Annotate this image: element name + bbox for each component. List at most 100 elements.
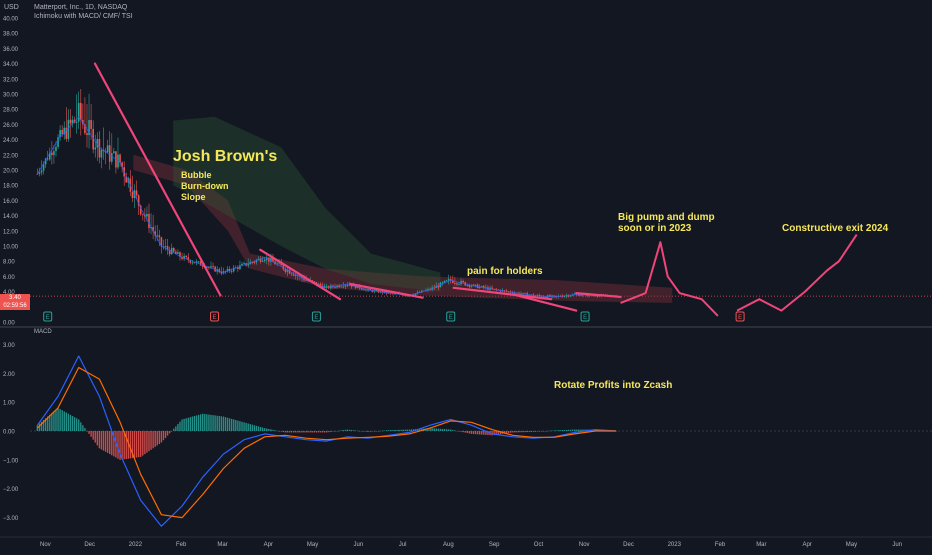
price-axis-tick: 32.00: [3, 77, 19, 83]
candle-body: [456, 283, 458, 285]
macd-histogram-bar: [553, 430, 555, 431]
macd-histogram-bar: [226, 417, 229, 431]
macd-histogram-bar: [392, 430, 394, 431]
candle-body: [48, 152, 51, 160]
macd-histogram-bar: [84, 428, 86, 431]
macd-histogram-bar: [297, 431, 299, 433]
macd-histogram-bar: [150, 431, 152, 450]
candle-body: [369, 288, 371, 290]
macd-histogram-bar: [133, 431, 136, 458]
candle-body: [441, 282, 444, 284]
macd-histogram-bar: [243, 422, 245, 431]
macd-histogram-bar: [199, 414, 202, 431]
candle-body: [528, 294, 531, 296]
candle-body: [321, 285, 324, 289]
candle-body: [348, 284, 351, 286]
macd-axis-tick: 0.00: [3, 430, 15, 436]
macd-histogram-bar: [261, 427, 264, 431]
burn-down-slope-3: [349, 282, 424, 299]
earnings-event-marker: [311, 311, 321, 322]
candles-group: [36, 88, 617, 300]
candle-body: [361, 288, 363, 290]
macd-histogram-bar: [109, 431, 111, 455]
candle-body: [350, 284, 353, 287]
time-axis-tick: Jun: [892, 542, 902, 548]
price-axis-tick: 14.00: [3, 214, 19, 220]
candle-body: [88, 119, 90, 136]
macd-histogram-bar: [301, 431, 303, 433]
macd-histogram-bar: [241, 421, 243, 431]
candle-body: [206, 267, 208, 269]
macd-histogram-bar: [111, 431, 113, 456]
price-axis-tick: 26.00: [3, 123, 19, 129]
candle-body: [468, 284, 471, 287]
macd-histogram-bar: [574, 429, 576, 431]
macd-histogram-bar: [344, 429, 347, 431]
macd-histogram-bar: [512, 431, 514, 433]
macd-histogram-bar: [582, 429, 584, 431]
macd-histogram-bar: [503, 431, 506, 434]
candle-body: [241, 264, 243, 266]
indicator-list: Ichimoku with MACD/ CMF/ TSI: [34, 13, 133, 20]
candle-body: [98, 138, 101, 158]
time-axis-tick: Dec: [84, 542, 95, 548]
candle-body: [55, 146, 57, 152]
candle-body: [46, 158, 49, 160]
macd-histogram-bar: [363, 431, 365, 432]
candle-body: [596, 296, 599, 297]
macd-histogram-bar: [563, 429, 566, 431]
macd-histogram-bar: [497, 431, 499, 435]
macd-histogram-bar: [206, 414, 208, 431]
candle-body: [292, 274, 295, 276]
macd-histogram-bar: [443, 429, 446, 431]
macd-histogram-bar: [288, 431, 291, 433]
candle-body: [491, 287, 493, 289]
macd-histogram-bar: [456, 430, 458, 432]
macd-histogram-bar: [532, 431, 535, 432]
time-axis-tick: May: [307, 542, 318, 548]
macd-histogram-bar: [458, 431, 460, 432]
annotation-pain-for-holders: pain for holders: [467, 266, 543, 277]
macd-histogram-bar: [565, 429, 568, 431]
macd-histogram-bar: [222, 416, 225, 431]
macd-histogram-bar: [398, 429, 400, 431]
macd-axis-tick: −2.00: [3, 487, 19, 493]
candle-body: [57, 137, 59, 147]
macd-histogram-bar: [309, 431, 311, 433]
candle-body: [253, 262, 256, 263]
macd-histogram-bar: [526, 431, 528, 433]
annotation-burn-down: Burn-down: [181, 181, 229, 191]
macd-histogram-bar: [239, 421, 241, 431]
macd-histogram-bar: [264, 428, 266, 431]
candle-body: [146, 213, 148, 217]
macd-histogram-bar: [75, 418, 78, 431]
macd-histogram-bar: [90, 431, 92, 437]
macd-histogram-bar: [555, 430, 557, 431]
macd-histogram-bar: [123, 431, 125, 460]
macd-histogram-bar: [481, 431, 483, 435]
macd-histogram-bar: [96, 431, 99, 446]
time-axis-tick: Feb: [715, 542, 726, 548]
candle-body: [336, 285, 338, 288]
macd-histogram-bar: [189, 417, 192, 431]
macd-histogram-bar: [576, 429, 578, 431]
macd-histogram-bar: [160, 431, 163, 443]
macd-histogram-bar: [357, 430, 359, 432]
candle-body: [75, 121, 78, 123]
macd-histogram-bar: [290, 431, 293, 433]
annotation-slope: Slope: [181, 192, 206, 202]
candle-body: [96, 138, 99, 148]
macd-histogram-bar: [286, 431, 289, 433]
burn-down-slope-1: [93, 62, 222, 297]
candle-body: [243, 263, 245, 265]
candle-body: [462, 280, 464, 283]
macd-histogram-bar: [445, 429, 448, 431]
macd-histogram-bar: [183, 418, 185, 431]
candle-body: [545, 296, 547, 298]
macd-histogram-bar: [540, 431, 543, 432]
macd-histogram-bar: [381, 430, 384, 432]
macd-axis-tick: 2.00: [3, 372, 15, 378]
macd-histogram-bar: [522, 431, 524, 433]
macd-histogram-bar: [305, 431, 307, 433]
